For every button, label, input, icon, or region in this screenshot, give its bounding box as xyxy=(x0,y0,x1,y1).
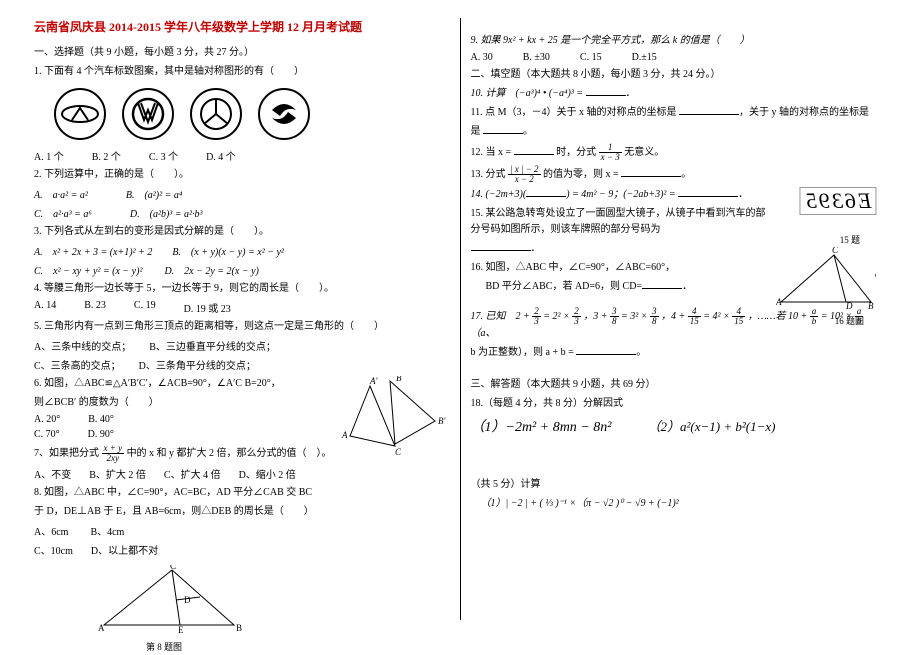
q4-opt-b: B. 23 xyxy=(84,300,106,315)
q11-cont: 是 。 xyxy=(471,124,887,140)
q7-opt-c: C、扩大 4 倍 xyxy=(164,466,221,481)
q11: 11. 点 M（3，－4）关于 x 轴的对称点的坐标是 ，关于 y 轴的对称点的… xyxy=(471,105,887,121)
q2-opt-c: C. a²·a³ = a⁶ xyxy=(34,205,92,220)
section-1-head: 一、选择题（共 9 小题，每小题 3 分，共 27 分。） xyxy=(34,45,450,61)
q8-opt-b: B、4cm xyxy=(90,523,124,538)
q6-opt-c: C. 70° xyxy=(34,429,60,440)
logo-vw xyxy=(122,88,174,140)
q8-opt-c: C、10cm xyxy=(34,542,73,557)
logo-dongfeng xyxy=(258,88,310,140)
q9: 9. 如果 9x² + kx + 25 是一个完全平方式，那么 k 的值是（ ） xyxy=(471,33,887,49)
q19-1: （1）| −2 | + ( ⅓ )⁻¹ ×（π − √2 )⁰ − √9 + (… xyxy=(471,496,887,512)
q6-opt-d: D. 90° xyxy=(88,429,114,440)
q12: 12. 当 x = 时，分式 1x − 3 无意义。 xyxy=(471,143,887,162)
q1: 1. 下面有 4 个汽车标致图案，其中是轴对称图形的有（ ） xyxy=(34,64,450,80)
q16-figure: A C B D a xyxy=(776,247,876,311)
q5-opt-d: D、三条角平分线的交点； xyxy=(139,357,256,372)
q7-opt-b: B、扩大 2 倍 xyxy=(89,466,146,481)
q3: 3. 下列各式从左到右的变形是因式分解的是（ ）。 xyxy=(34,224,450,240)
q8-opt-a: A、6cm xyxy=(34,523,68,538)
q18: 18.（每题 4 分，共 8 分）分解因式 xyxy=(471,396,887,412)
page-title: 云南省凤庆县 2014-2015 学年八年级数学上学期 12 月月考试题 xyxy=(34,18,450,37)
q3-opt-d: D. 2x − 2y = 2(x − y) xyxy=(164,262,258,277)
q4-opt-c: C. 19 xyxy=(134,300,156,315)
q5-opt-a: A、三条中线的交点； xyxy=(34,338,131,353)
q7-opt-d: D、缩小 2 倍 xyxy=(239,466,296,481)
q6-opt-b: B. 40° xyxy=(88,414,114,425)
q1-opt-d: D. 4 个 xyxy=(206,148,236,163)
q1-opt-b: B. 2 个 xyxy=(92,148,121,163)
svg-text:C: C xyxy=(170,565,176,571)
q4-opt-d: D. 19 或 23 xyxy=(184,300,231,315)
q8-figure: C A B D E xyxy=(94,565,244,635)
q16-fig-label: 16 题图 xyxy=(835,314,864,328)
q13: 13. 分式 | x | − 2x − 2 的值为零，则 x = 。 xyxy=(471,165,887,184)
svg-text:A: A xyxy=(98,623,105,633)
q15: 15. 某公路急转弯处设立了一面圆型大镜子，从镜子中看到汽车的部分号码如图所示，… xyxy=(471,206,771,238)
q5-opt-b: B、三边垂直平分线的交点； xyxy=(149,338,276,353)
q4: 4. 等腰三角形一边长等于 5，一边长等于 9，则它的周长是（ ）。 xyxy=(34,281,450,297)
svg-text:B: B xyxy=(396,376,402,383)
section-3-head: 三、解答题（本大题共 9 小题，共 69 分） xyxy=(471,377,887,393)
q9-opt-c: C. 15 xyxy=(580,52,602,63)
q1-opt-c: C. 3 个 xyxy=(149,148,178,163)
svg-text:E: E xyxy=(178,625,184,635)
svg-text:B: B xyxy=(868,301,874,311)
column-divider xyxy=(460,18,461,620)
q18-1: （1）−2m² + 8mn − 8n² xyxy=(471,416,612,436)
svg-text:A': A' xyxy=(369,376,378,386)
svg-text:B': B' xyxy=(438,416,446,426)
logo-infiniti xyxy=(54,88,106,140)
q5: 5. 三角形内有一点到三角形三顶点的距离相等，则这点一定是三角形的（ ） xyxy=(34,319,450,335)
q6-opt-a: A. 20° xyxy=(34,414,60,425)
q6-figure: A' A B' B C xyxy=(340,376,450,456)
q3-opt-a: A. x² + 2x + 3 = (x+1)² + 2 xyxy=(34,243,152,258)
q15-fig-label: 15 题 xyxy=(840,233,860,247)
svg-text:A: A xyxy=(776,297,782,307)
q17-line2: b 为正整数），则 a + b = 。 xyxy=(471,345,887,361)
svg-text:C: C xyxy=(395,447,402,456)
svg-text:C: C xyxy=(832,247,839,255)
q2-opt-b: B. (a²)² = a⁴ xyxy=(126,186,183,201)
q17-line1: 17. 已知 2 + 23 = 2² × 23 ，3 + 38 = 3² × 3… xyxy=(471,307,887,342)
q2: 2. 下列运算中，正确的是（ ）。 xyxy=(34,167,450,183)
q10: 10. 计算 (−a³)⁴ • (−a⁴)³ = ． xyxy=(471,86,887,102)
q8-fig-label: 第 8 题图 xyxy=(104,640,224,654)
svg-text:D: D xyxy=(184,595,191,605)
q7-opt-a: A、不变 xyxy=(34,466,71,481)
q1-opt-a: A. 1 个 xyxy=(34,148,64,163)
q15-plate: E6395 xyxy=(799,187,876,215)
svg-text:A: A xyxy=(341,430,348,440)
q2-opt-d: D. (a²b)³ = a²·b³ xyxy=(130,205,203,220)
q3-opt-b: B. (x + y)(x − y) = x² − y² xyxy=(172,243,284,258)
q5-opt-c: C、三条高的交点； xyxy=(34,357,121,372)
q8-opt-d: D、以上都不对 xyxy=(91,542,158,557)
section-2-head: 二、填空题（本大题共 8 小题，每小题 3 分，共 24 分。） xyxy=(471,67,887,83)
q9-opt-d: D.±15 xyxy=(632,52,657,63)
logo-row xyxy=(54,88,450,140)
svg-text:D: D xyxy=(845,301,853,311)
q8: 8. 如图，△ABC 中，∠C=90°，AC=BC，AD 平分∠CAB 交 BC xyxy=(34,485,450,501)
q3-opt-c: C. x² − xy + y² = (x − y)² xyxy=(34,262,142,277)
q9-opt-b: B. ±30 xyxy=(523,52,550,63)
q18-2: （2）a²(x−1) + b²(1−x) xyxy=(647,416,775,436)
q19: （共 5 分）计算 xyxy=(471,477,887,493)
q9-opt-a: A. 30 xyxy=(471,52,493,63)
svg-text:a: a xyxy=(875,269,876,279)
logo-benz xyxy=(190,88,242,140)
q4-opt-a: A. 14 xyxy=(34,300,56,315)
svg-text:B: B xyxy=(236,623,242,633)
q15-blank: ． xyxy=(471,241,771,257)
q8-line2: 于 D，DE⊥AB 于 E，且 AB=6cm，则△DEB 的周长是（ ） xyxy=(34,504,450,520)
q2-opt-a: A. a·a² = a² xyxy=(34,186,88,201)
